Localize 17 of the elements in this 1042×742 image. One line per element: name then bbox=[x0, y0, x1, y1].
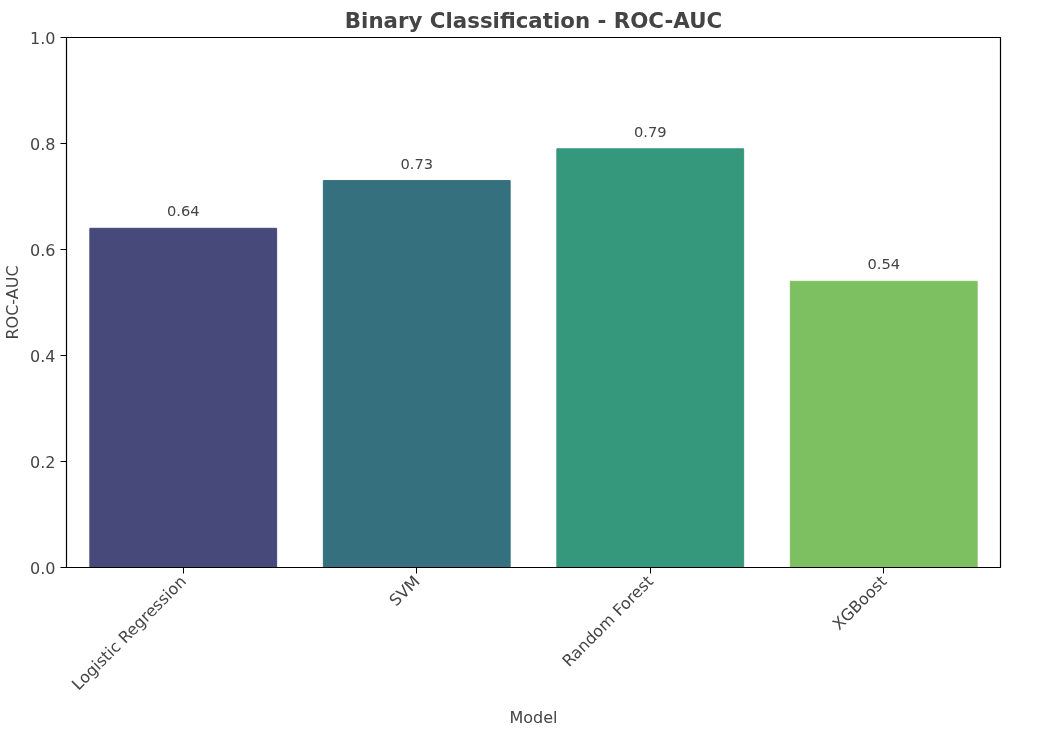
data-label: 0.54 bbox=[867, 255, 901, 273]
bar bbox=[89, 227, 278, 568]
y-tick-label: 0.4 bbox=[30, 346, 56, 366]
y-tick-label: 1.0 bbox=[30, 28, 56, 48]
x-axis-title: Model bbox=[509, 708, 558, 728]
y-tick-label: 0.0 bbox=[30, 558, 56, 578]
y-tick-label: 0.2 bbox=[30, 452, 56, 472]
bar bbox=[556, 148, 745, 568]
bar bbox=[322, 180, 511, 568]
y-tick-label: 0.8 bbox=[30, 134, 56, 154]
data-label: 0.64 bbox=[166, 202, 200, 220]
y-axis-title: ROC-AUC bbox=[3, 265, 23, 340]
data-label: 0.79 bbox=[633, 122, 667, 140]
y-tick-label: 0.6 bbox=[30, 240, 56, 260]
data-label: 0.73 bbox=[400, 154, 434, 172]
chart-title: Binary Classification - ROC-AUC bbox=[344, 7, 723, 33]
bar bbox=[789, 280, 978, 568]
